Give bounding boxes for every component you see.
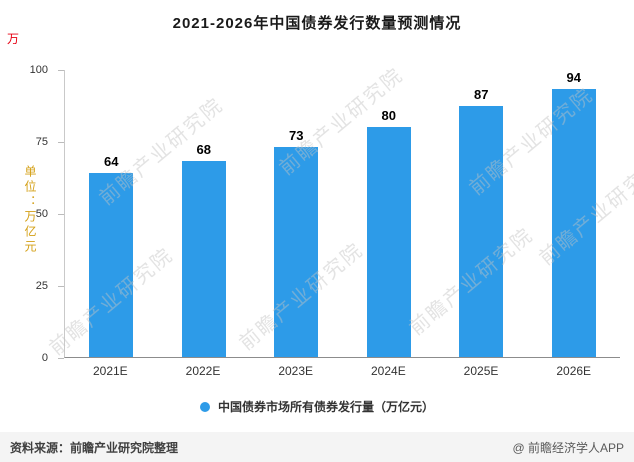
bar-group: 68 [158, 70, 251, 357]
x-axis-label: 2022E [185, 364, 221, 378]
x-axis-labels: 2021E 2022E 2023E 2024E 2025E 2026E [64, 364, 620, 378]
y-tick-mark [58, 358, 64, 359]
bar-group: 73 [250, 70, 343, 357]
bar [89, 172, 134, 357]
bar [366, 126, 411, 357]
bar [274, 146, 319, 357]
bar-value-label: 73 [289, 127, 304, 143]
bar [551, 89, 596, 357]
y-tick-mark [58, 70, 64, 71]
x-axis-label: 2026E [556, 364, 592, 378]
bar-group: 87 [435, 70, 528, 357]
y-tick-label: 50 [35, 208, 48, 220]
legend-dot-icon [199, 401, 210, 412]
y-tick-mark [58, 286, 64, 287]
y-tick-label: 100 [29, 64, 48, 76]
y-axis-ticks: 0 25 50 75 100 [0, 64, 60, 364]
bar-group: 80 [343, 70, 436, 357]
brand-text: @ 前瞻经济学人APP [512, 440, 624, 455]
bar-group: 64 [65, 70, 158, 357]
plot-area: 64 68 73 80 87 94 [64, 70, 620, 358]
bar [181, 161, 226, 357]
source-text: 资料来源：前瞻产业研究院整理 [10, 440, 179, 455]
chart-title: 2021-2026年中国债券发行数量预测情况 [172, 15, 462, 32]
bar [459, 106, 504, 357]
x-axis-label: 2024E [371, 364, 406, 378]
corner-mark: 万 [7, 32, 20, 46]
x-axis-label: 2023E [278, 364, 314, 378]
bar-value-label: 87 [474, 87, 489, 103]
bar-group: 94 [528, 70, 621, 357]
x-axis-label: 2021E [92, 364, 128, 378]
legend: 中国债券市场所有债券发行量（万亿元） [0, 398, 634, 415]
footer: 资料来源：前瞻产业研究院整理 @ 前瞻经济学人APP [0, 432, 634, 462]
bar-value-label: 94 [566, 70, 581, 85]
bar-value-label: 68 [196, 142, 211, 158]
y-tick-label: 25 [35, 280, 48, 292]
y-tick-mark [58, 142, 64, 143]
bar-value-label: 64 [104, 153, 119, 169]
y-tick-label: 75 [35, 136, 48, 148]
y-axis-unit-label: 单位：万亿元 [23, 165, 37, 255]
y-tick-mark [58, 214, 64, 215]
legend-label: 中国债券市场所有债券发行量（万亿元） [217, 400, 434, 414]
y-tick-label: 0 [41, 352, 48, 364]
bar-value-label: 80 [381, 107, 396, 123]
x-axis-label: 2025E [463, 364, 499, 378]
